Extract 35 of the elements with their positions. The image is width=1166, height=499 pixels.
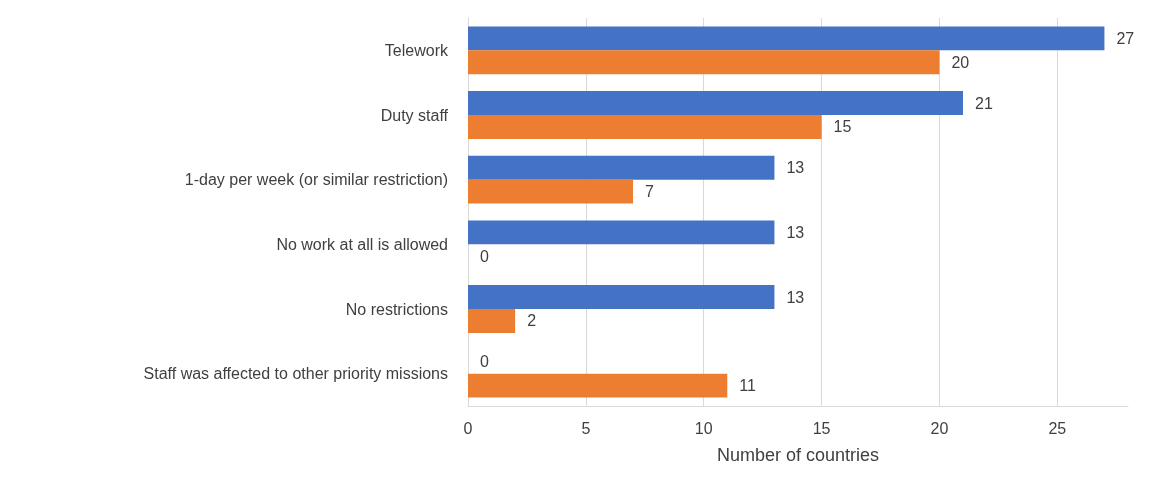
- data-label: 0: [480, 353, 489, 371]
- data-label: 2: [527, 312, 537, 330]
- x-tick-label: 5: [581, 419, 591, 437]
- bar: [468, 50, 940, 75]
- data-label: 21: [975, 94, 993, 112]
- y-tick-label: No work at all is allowed: [276, 235, 448, 253]
- y-tick-label: Staff was affected to other priority missions: [143, 365, 448, 383]
- data-label: 15: [833, 118, 852, 136]
- bar: [468, 91, 963, 115]
- x-tick-label: 10: [694, 419, 713, 437]
- bar: [468, 115, 822, 139]
- x-tick-label: 20: [930, 419, 949, 437]
- data-label: 7: [645, 183, 654, 201]
- bar: [468, 373, 728, 398]
- data-label: 13: [786, 223, 805, 241]
- bar: [468, 26, 1105, 51]
- data-label: 13: [786, 159, 805, 177]
- y-tick-label: Telework: [384, 41, 449, 59]
- bar: [468, 220, 775, 245]
- data-label: 27: [1116, 29, 1135, 47]
- x-tick-label: 0: [463, 419, 473, 437]
- data-label: 0: [480, 247, 489, 265]
- data-label: 13: [786, 288, 805, 306]
- data-label: 11: [739, 377, 756, 395]
- x-tick-label: 15: [812, 419, 831, 437]
- x-axis-title: Number of countries: [716, 445, 880, 465]
- bar: [468, 285, 775, 309]
- y-tick-label: 1-day per week (or similar restriction): [184, 171, 448, 189]
- y-tick-label: Duty staff: [380, 106, 449, 124]
- x-tick-label: 25: [1048, 419, 1067, 437]
- bar: [468, 309, 516, 333]
- bar: [468, 179, 633, 204]
- bar: [468, 155, 775, 180]
- y-tick-label: No restrictions: [345, 300, 448, 318]
- data-label: 20: [951, 53, 970, 71]
